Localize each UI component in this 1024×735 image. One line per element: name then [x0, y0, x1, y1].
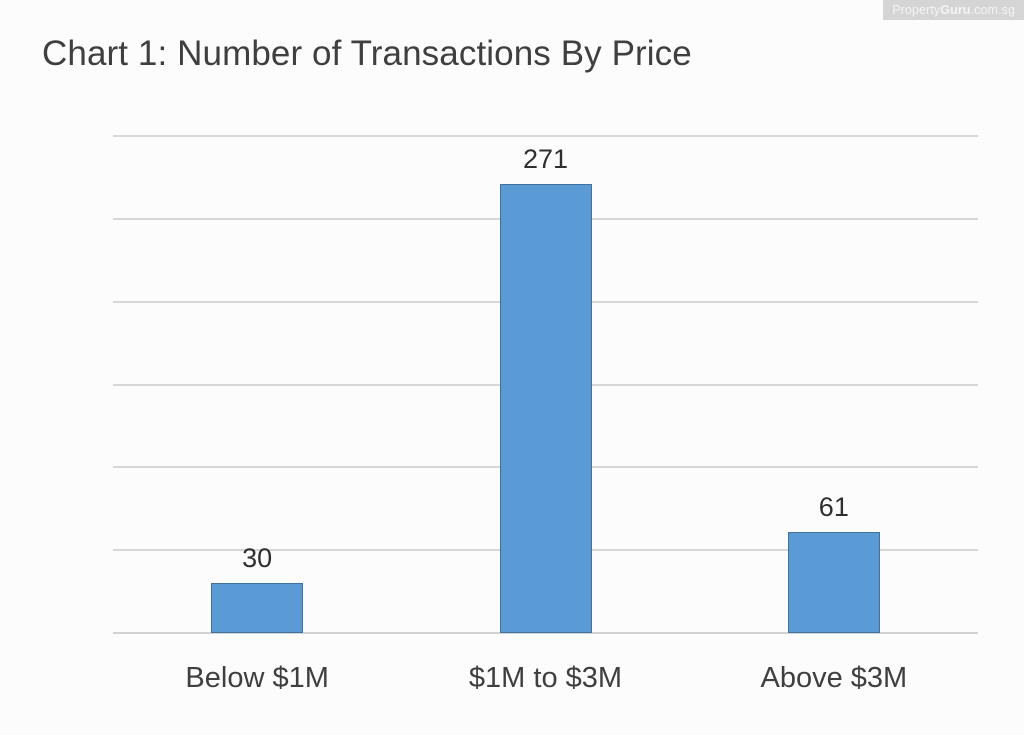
- watermark-suffix: .com.sg: [970, 3, 1015, 17]
- x-axis-category-label: $1M to $3M: [468, 662, 623, 694]
- chart-title: Chart 1: Number of Transactions By Price: [42, 34, 692, 73]
- gridline: [113, 632, 978, 634]
- bar-value-label: 30: [242, 543, 273, 574]
- bar-value-label: 271: [522, 144, 569, 175]
- bar[interactable]: [211, 583, 304, 633]
- bar[interactable]: [787, 531, 880, 633]
- gridline: [113, 135, 978, 137]
- watermark-brand: Guru: [940, 3, 971, 17]
- watermark-prefix: Property: [892, 3, 941, 17]
- bar-value-label: 61: [818, 491, 849, 522]
- x-axis-category-label: Above $3M: [760, 662, 908, 694]
- propertyguru-watermark: PropertyGuru.com.sg: [883, 0, 1024, 20]
- x-axis-category-label: Below $1M: [185, 662, 329, 694]
- plot-area: 3002502001501005003027161: [113, 135, 978, 634]
- bar[interactable]: [499, 184, 592, 633]
